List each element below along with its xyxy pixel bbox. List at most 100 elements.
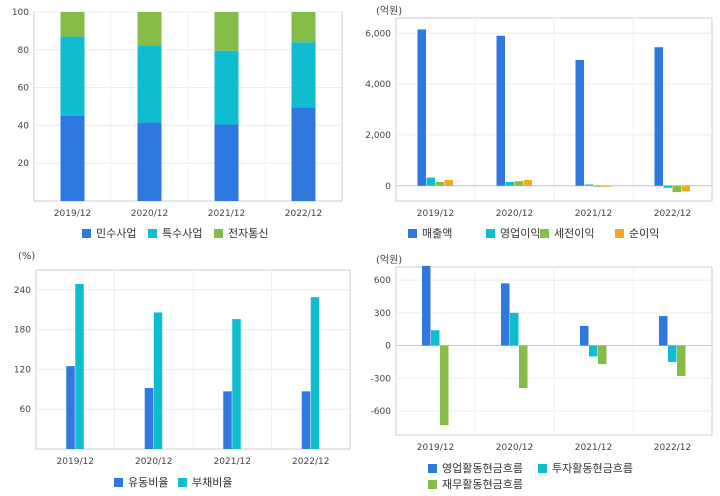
bar xyxy=(426,177,435,186)
legend-swatch xyxy=(486,228,495,238)
bar xyxy=(60,12,85,37)
x-tick-label: 2019/12 xyxy=(54,209,91,219)
bar xyxy=(291,42,316,108)
x-tick-label: 2020/12 xyxy=(135,457,172,467)
legend-item: 영업활동현금흐름 xyxy=(428,460,523,476)
legend-label: 세전이익 xyxy=(554,227,595,240)
bar xyxy=(519,345,528,389)
x-tick-label: 2021/12 xyxy=(575,209,612,219)
bar xyxy=(310,297,320,449)
bar xyxy=(60,115,85,201)
legend-item: 매출액 xyxy=(408,225,452,241)
bar xyxy=(214,12,239,51)
bar xyxy=(444,179,453,186)
bar xyxy=(137,46,162,123)
legend-label: 민수사업 xyxy=(96,227,137,240)
bar xyxy=(417,29,426,186)
bar xyxy=(501,283,510,346)
bar xyxy=(575,59,584,186)
x-tick-label: 2022/12 xyxy=(654,209,691,219)
y-tick-label: 4,000 xyxy=(365,80,391,90)
bar xyxy=(523,179,532,186)
income-chart: (억원) 0 2,000 4,000 6,000 2019/12 2020/12 2021/… xyxy=(360,0,720,248)
x-tick-label: 2021/12 xyxy=(575,443,612,453)
segment-share-plot: 20 40 60 80 100 2019/12 2020/12 2021/12 2022/12 xyxy=(12,8,343,219)
bar xyxy=(291,12,316,43)
y-tick-label: 60 xyxy=(18,84,30,94)
y-tick-label: 40 xyxy=(18,121,30,131)
bar xyxy=(659,316,668,346)
bar xyxy=(422,265,431,346)
legend-label: 투자활동현금흐름 xyxy=(552,462,633,475)
x-tick-label: 2020/12 xyxy=(496,209,533,219)
bar xyxy=(66,366,75,449)
bar xyxy=(137,122,162,201)
legend-swatch xyxy=(428,479,437,489)
y-tick-label: 6,000 xyxy=(365,29,391,39)
legend-label: 재무활동현금흐름 xyxy=(442,478,523,491)
bar xyxy=(602,185,611,187)
legend-item: 부채비율 xyxy=(178,474,232,490)
x-tick-label: 2022/12 xyxy=(292,457,329,467)
x-tick-label: 2019/12 xyxy=(417,443,454,453)
y-tick-label: 100 xyxy=(12,8,29,18)
bar xyxy=(214,124,239,201)
cashflow-plot: -600 -300 0 300 600 2019/12 2020/12 2021/12 2022… xyxy=(371,265,713,453)
y-tick-label: 120 xyxy=(14,365,31,375)
legend-item: 순이익 xyxy=(615,225,659,241)
segment-share-legend: 민수사업 특수사업 전자통신 xyxy=(0,225,360,243)
x-tick-label: 2022/12 xyxy=(285,209,322,219)
cashflow-unit-label: (억원) xyxy=(376,255,403,266)
bar xyxy=(514,181,523,186)
legend-swatch xyxy=(114,477,123,487)
legend-item: 특수사업 xyxy=(148,225,202,241)
legend-label: 순이익 xyxy=(629,227,660,240)
y-tick-label: -300 xyxy=(371,374,392,384)
x-tick-label: 2021/12 xyxy=(214,457,251,467)
bar xyxy=(496,35,505,186)
legend-label: 매출액 xyxy=(422,227,453,240)
x-tick-label: 2020/12 xyxy=(131,209,168,219)
bar xyxy=(598,345,607,365)
legend-item: 유동비율 xyxy=(114,474,168,490)
bar xyxy=(672,185,681,193)
bar xyxy=(232,319,241,449)
y-tick-label: 600 xyxy=(374,276,391,286)
income-plot: 0 2,000 4,000 6,000 2019/12 2020/12 2021/12 202… xyxy=(365,17,713,219)
bar xyxy=(668,345,677,362)
legend-label: 특수사업 xyxy=(162,227,203,240)
bar xyxy=(580,325,589,346)
y-tick-label: 80 xyxy=(18,46,30,56)
legend-swatch xyxy=(408,228,417,238)
bar xyxy=(153,312,163,449)
legend-item: 전자통신 xyxy=(214,225,268,241)
bar xyxy=(75,283,84,449)
legend-label: 유동비율 xyxy=(128,476,169,489)
legend-item: 세전이익 xyxy=(540,225,594,241)
bar xyxy=(584,184,593,186)
legend-item: 재무활동현금흐름 xyxy=(428,476,523,492)
income-unit-label: (억원) xyxy=(376,6,403,17)
income-legend: 매출액 영업이익 세전이익 순이익 xyxy=(360,225,720,243)
bar xyxy=(137,12,162,47)
y-tick-label: -600 xyxy=(371,407,392,417)
y-tick-label: 2,000 xyxy=(365,131,391,141)
y-tick-label: 0 xyxy=(385,182,391,192)
bar xyxy=(144,388,154,449)
cashflow-chart: (억원) -600 -300 0 300 600 2019/12 2020/12 2021/1… xyxy=(360,248,720,496)
ratios-chart: (%) 60 120 180 240 2019/12 2020/12 2021/12 2022… xyxy=(0,248,360,496)
x-tick-label: 2022/12 xyxy=(654,443,691,453)
bar xyxy=(431,330,440,346)
x-tick-label: 2019/12 xyxy=(417,209,454,219)
bar xyxy=(593,185,602,187)
legend-swatch xyxy=(540,228,549,238)
legend-label: 부채비율 xyxy=(192,476,233,489)
y-tick-label: 0 xyxy=(385,342,391,352)
legend-label: 영업활동현금흐름 xyxy=(442,462,523,475)
bar xyxy=(440,345,449,426)
legend-swatch xyxy=(178,477,187,487)
legend-swatch xyxy=(82,228,91,238)
y-tick-label: 240 xyxy=(14,286,31,296)
legend-swatch xyxy=(148,228,157,238)
bar xyxy=(654,47,663,186)
